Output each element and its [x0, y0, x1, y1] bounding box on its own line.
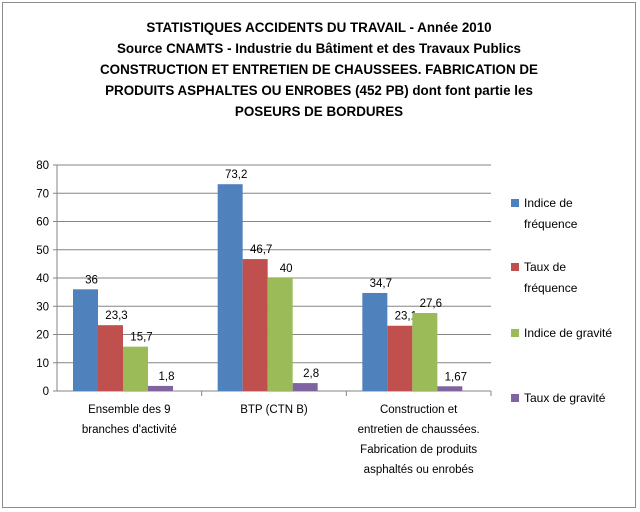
- y-tick-label: 50: [36, 245, 49, 257]
- data-label: 27,6: [420, 298, 442, 310]
- y-tick-label: 10: [36, 358, 49, 370]
- y-tick-label: 0: [43, 386, 49, 398]
- legend-label: Taux de gravité: [524, 391, 606, 405]
- chart-title: STATISTIQUES ACCIDENTS DU TRAVAIL - Anné…: [3, 17, 635, 122]
- legend-swatch: [511, 394, 519, 402]
- category-label: Fabrication de produits: [360, 444, 477, 456]
- title-line-1: STATISTIQUES ACCIDENTS DU TRAVAIL - Anné…: [146, 20, 492, 35]
- data-label: 15,7: [130, 332, 152, 344]
- title-line-5: POSEURS DE BORDURES: [234, 104, 404, 119]
- title-line-4: PRODUITS ASPHALTES OU ENROBES (452 PB) d…: [105, 83, 533, 98]
- bar: [412, 313, 438, 391]
- category-label: entretien de chaussées.: [358, 424, 480, 436]
- title-line-3: CONSTRUCTION ET ENTRETIEN DE CHAUSSEES. …: [100, 62, 538, 77]
- bar: [148, 385, 173, 391]
- data-label: 2,8: [303, 368, 319, 380]
- category-label: Construction et: [380, 404, 458, 416]
- data-label: 23,3: [105, 310, 127, 322]
- y-tick-label: 80: [36, 160, 49, 172]
- data-label: 1,67: [445, 371, 467, 383]
- bar: [123, 346, 148, 391]
- data-label: 23,1: [395, 311, 417, 323]
- legend-swatch: [511, 199, 519, 207]
- title-line-2: Source CNAMTS - Industrie du Bâtiment et…: [116, 41, 522, 56]
- legend-label: fréquence: [524, 217, 578, 231]
- y-tick-label: 60: [36, 217, 49, 229]
- y-tick-label: 30: [36, 301, 49, 313]
- data-label: 1,8: [159, 371, 175, 383]
- category-label: asphaltés ou enrobés: [364, 464, 474, 476]
- legend-label: Indice de gravité: [524, 326, 612, 340]
- bar: [292, 383, 318, 391]
- legend-label: Taux de: [524, 260, 566, 274]
- category-label: branches d'activité: [82, 424, 177, 436]
- legend-swatch: [511, 329, 519, 337]
- category-label: Ensemble des 9: [88, 404, 170, 416]
- bar-chart: 0 10 20 30 40 50 60 70 80 36 23,315,7 1,8 Ensemble d…: [36, 160, 612, 476]
- bar: [437, 386, 463, 391]
- data-label: 40: [280, 263, 293, 275]
- bar: [267, 278, 293, 391]
- bar: [387, 325, 413, 391]
- data-label: 46,7: [250, 244, 272, 256]
- legend-label: Indice de: [524, 196, 573, 210]
- bar: [217, 184, 243, 391]
- y-tick-label: 20: [36, 330, 49, 342]
- data-label: 73,2: [225, 169, 247, 181]
- data-label: 36: [85, 274, 98, 286]
- bar: [98, 325, 123, 391]
- y-tick-label: 70: [36, 188, 49, 200]
- y-tick-label: 40: [36, 273, 49, 285]
- category-label: BTP (CTN B): [240, 404, 308, 416]
- legend-swatch: [511, 263, 519, 271]
- chart-frame: STATISTIQUES ACCIDENTS DU TRAVAIL - Anné…: [2, 2, 636, 508]
- data-label: 34,7: [370, 278, 392, 290]
- legend-label: fréquence: [524, 281, 578, 295]
- bar: [242, 259, 268, 391]
- bar: [362, 292, 388, 391]
- bar: [73, 289, 98, 391]
